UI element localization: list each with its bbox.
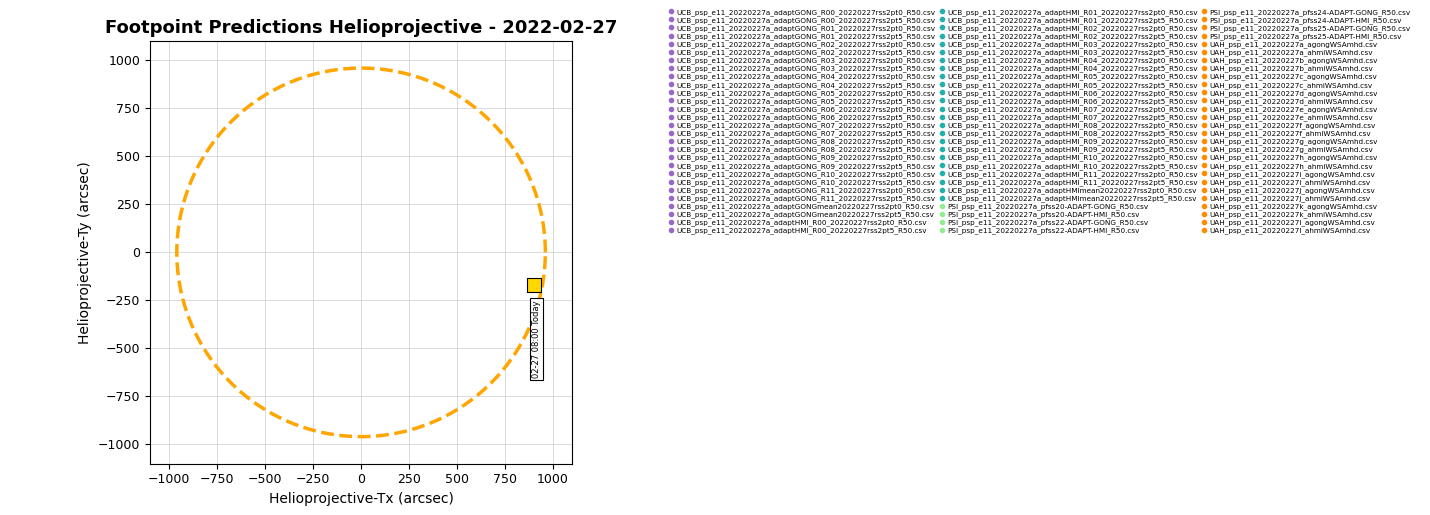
Point — [522, 281, 545, 289]
Text: 02-27 08:00 Today: 02-27 08:00 Today — [532, 300, 541, 378]
Legend: UCB_psp_e11_20220227a_adaptGONG_R00_20220227rss2pt0_R50.csv, UCB_psp_e11_2022022: UCB_psp_e11_20220227a_adaptGONG_R00_2022… — [669, 9, 1410, 234]
Point — [521, 283, 543, 291]
Point — [522, 280, 545, 288]
Point — [522, 281, 545, 289]
Point — [523, 281, 546, 289]
X-axis label: Helioprojective-Tx (arcsec): Helioprojective-Tx (arcsec) — [269, 492, 453, 506]
Title: Footpoint Predictions Helioprojective - 2022-02-27: Footpoint Predictions Helioprojective - … — [104, 19, 618, 37]
Point — [525, 279, 548, 287]
Y-axis label: Helioprojective-Ty (arcsec): Helioprojective-Ty (arcsec) — [79, 161, 93, 344]
Point — [523, 282, 546, 290]
